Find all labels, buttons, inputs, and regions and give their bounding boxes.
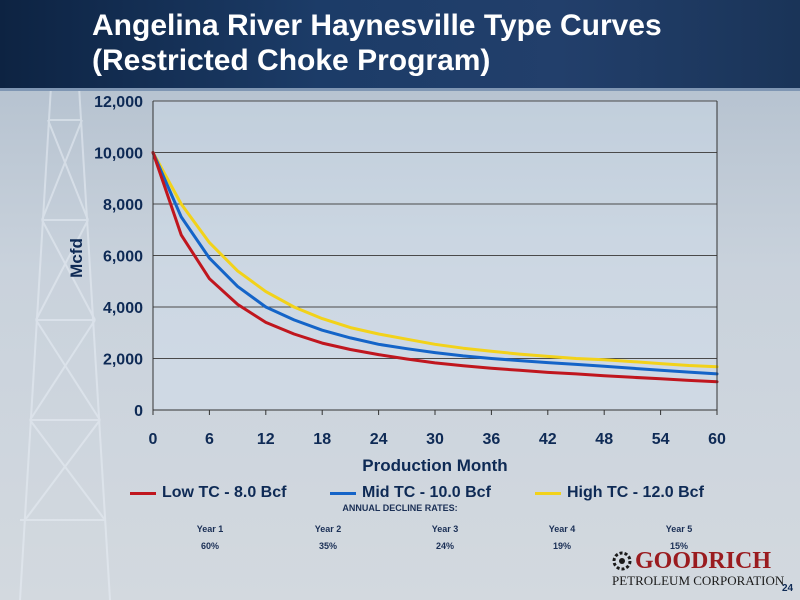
legend-label-mid: Mid TC - 10.0 Bcf [362,484,491,501]
legend-label-low: Low TC - 8.0 Bcf [162,484,287,501]
x-tick-label: 42 [539,431,557,448]
decline-year-5: Year 5 [665,524,693,534]
legend-label-high: High TC - 12.0 Bcf [567,484,704,501]
title-bar [0,0,800,88]
title-divider [0,88,800,91]
x-tick-label: 6 [205,431,214,448]
company-logo: GOODRICH PETROLEUM CORPORATION [612,548,785,588]
type-curve-chart: 0 2,000 4,000 6,000 8,000 10,000 12,000 0 6 12 18… [67,94,726,475]
legend-swatch-low [130,491,156,495]
logo-name: GOODRICH [635,548,772,574]
x-tick-label: 0 [149,431,158,448]
legend-swatch-mid [330,491,356,495]
chart-legend: Low TC - 8.0 Bcf Mid TC - 10.0 Bcf High … [130,482,730,504]
series-line-low [151,151,719,384]
legend-swatch-high [535,491,561,495]
gridlines [153,100,717,359]
decline-rate-4: 19% [552,541,571,551]
y-tick-label: 0 [134,403,143,420]
legend-item-high: High TC - 12.0 Bcf [535,482,704,504]
y-tick-label: 8,000 [103,197,143,214]
decline-rate-5: 15% [669,541,688,551]
slide-title-line-1: Angelina River Haynesville Type Curves [92,9,662,42]
drilling-rig-icon [19,19,111,600]
x-tick-label: 36 [483,431,501,448]
y-tick-label: 2,000 [103,352,143,369]
x-tick-label: 24 [370,431,388,448]
series-lines [151,151,719,384]
decline-year-3: Year 3 [431,524,459,534]
legend-item-low: Low TC - 8.0 Bcf [130,482,286,504]
x-tick-label: 30 [426,431,444,448]
decline-rate-3: 24% [435,541,454,551]
decline-year-4: Year 4 [548,524,576,534]
x-tick-label: 60 [708,431,726,448]
x-tick-label: 54 [652,431,670,448]
legend-item-mid: Mid TC - 10.0 Bcf [330,482,491,504]
y-tick-label: 4,000 [103,300,143,317]
goodrich-gear-icon [612,551,632,571]
y-tick-labels: 0 2,000 4,000 6,000 8,000 10,000 12,000 [94,94,143,420]
decline-year-2: Year 2 [314,524,342,534]
slide-title-line-2: (Restricted Choke Program) [92,44,491,77]
x-tick-label: 18 [313,431,331,448]
x-tick-label: 12 [257,431,275,448]
y-axis-label: Mcfd [67,238,86,278]
slide-title: Angelina River Haynesville Type Curves (… [92,8,662,78]
series-line-mid [151,151,719,376]
page-number: 24 [782,583,794,594]
x-tick-label: 48 [595,431,613,448]
x-axis-label: Production Month [362,456,507,475]
series-line-high [151,151,719,369]
decline-rate-1: 60% [200,541,219,551]
y-tick-label: 6,000 [103,249,143,266]
y-tick-label: 12,000 [94,94,143,111]
x-tick-labels: 0 6 12 18 24 30 36 42 48 54 60 [149,410,726,448]
y-tick-label: 10,000 [94,146,143,163]
decline-year-1: Year 1 [196,524,224,534]
decline-rate-2: 35% [318,541,337,551]
decline-rates-title: ANNUAL DECLINE RATES: [342,503,458,513]
logo-subtitle: PETROLEUM CORPORATION [612,573,785,588]
